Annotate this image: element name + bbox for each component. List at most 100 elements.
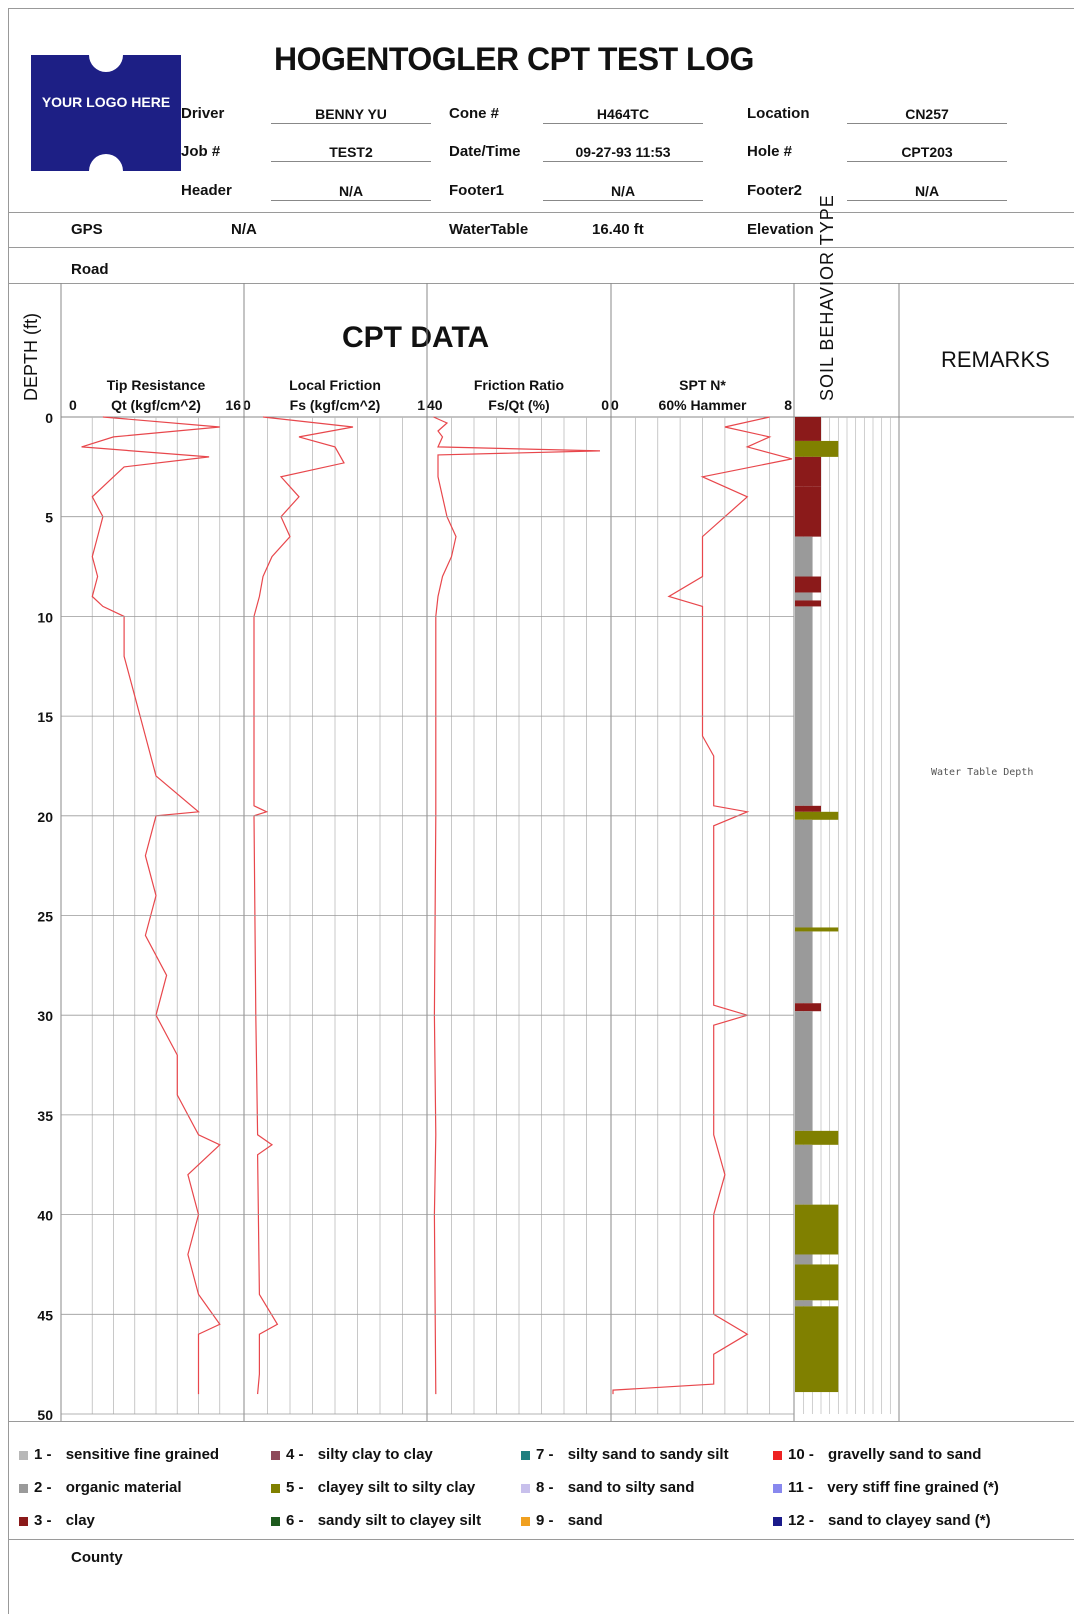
legend-item-7: 7 - silty sand to sandy silt <box>521 1446 729 1463</box>
county-label: County <box>71 1549 123 1566</box>
legend-number: 4 - <box>286 1446 308 1463</box>
legend-number: 10 - <box>788 1446 819 1463</box>
sbt-band-10 <box>795 811 839 820</box>
header-value-0-0: BENNY YU <box>271 105 431 124</box>
legend-label: sand to clayey sand (*) <box>828 1512 991 1529</box>
legend-number: 9 - <box>536 1512 558 1529</box>
legend-swatch <box>521 1516 530 1526</box>
track-3-units: 60% Hammer <box>658 397 747 413</box>
sbt-band-6 <box>795 592 813 601</box>
sbt-band-2 <box>795 456 821 487</box>
legend-label: sandy silt to clayey silt <box>317 1512 482 1529</box>
legend-label: gravelly sand to sand <box>828 1446 982 1463</box>
sbt-band-16 <box>795 1130 839 1145</box>
header-label-1-0: Job # <box>181 143 221 160</box>
header-label-1-1: Date/Time <box>449 143 521 160</box>
track-2-trace <box>433 416 601 1395</box>
legend-swatch <box>521 1483 530 1493</box>
legend-label: sand to silty sand <box>567 1479 695 1496</box>
cpt-data-title: CPT DATA <box>342 321 490 354</box>
sbt-band-4 <box>795 536 813 577</box>
track-1-trace <box>253 416 354 1395</box>
legend-label: clayey silt to silty clay <box>317 1479 476 1496</box>
header-label-2-1: Footer1 <box>449 182 505 199</box>
legend-item-6: 6 - sandy silt to clayey silt <box>271 1512 481 1529</box>
elevation-label: Elevation <box>747 221 814 238</box>
legend-number: 3 - <box>34 1512 56 1529</box>
legend-swatch <box>773 1516 782 1526</box>
remarks-label: REMARKS <box>941 347 1050 372</box>
header-label-1-2: Hole # <box>747 143 793 160</box>
sbt-band-11 <box>795 819 813 928</box>
depth-tick-35: 35 <box>37 1108 53 1124</box>
track-0-xmax: 16 <box>225 397 241 413</box>
track-1-xmax: 1 <box>417 397 425 413</box>
page-title: HOGENTOGLER CPT TEST LOG <box>274 41 754 77</box>
sbt-band-15 <box>795 1011 813 1131</box>
legend-item-10: 10 - gravelly sand to sand <box>773 1446 981 1463</box>
track-2-title: Friction Ratio <box>473 377 565 393</box>
watertable-value: 16.40 ft <box>592 221 644 238</box>
track-3-xmax: 8 <box>784 397 792 413</box>
header-value-2-0: N/A <box>271 182 431 201</box>
legend-label: sensitive fine grained <box>65 1446 220 1463</box>
gps-label: GPS <box>71 221 103 238</box>
legend-item-9: 9 - sand <box>521 1512 603 1529</box>
header-label-2-2: Footer2 <box>747 182 803 199</box>
logo-text: YOUR LOGO HERE <box>42 94 170 110</box>
legend-label: silty sand to sandy silt <box>567 1446 729 1463</box>
sbt-band-7 <box>795 600 821 607</box>
depth-tick-30: 30 <box>37 1008 53 1024</box>
legend-label: sand <box>567 1512 603 1529</box>
legend-item-1: 1 - sensitive fine grained <box>19 1446 219 1463</box>
depth-tick-15: 15 <box>37 709 53 725</box>
legend-number: 1 - <box>34 1446 56 1463</box>
legend-label: organic material <box>65 1479 182 1496</box>
header-label-0-2: Location <box>747 105 810 122</box>
track-0-units: Qt (kgf/cm^2) <box>111 397 201 413</box>
sbt-band-19 <box>795 1254 813 1265</box>
legend-swatch <box>271 1516 280 1526</box>
road-label: Road <box>71 261 109 278</box>
depth-tick-10: 10 <box>37 609 53 625</box>
sbt-band-13 <box>795 931 813 1004</box>
track-0-trace <box>81 416 221 1395</box>
legend-number: 8 - <box>536 1479 558 1496</box>
track-3-title: SPT N* <box>679 377 726 393</box>
sbt-band-5 <box>795 576 821 593</box>
sbt-band-1 <box>795 440 839 457</box>
header-value-0-2: CN257 <box>847 105 1007 124</box>
cpt-log-page: YOUR LOGO HERE HOGENTOGLER CPT TEST LOG … <box>8 8 1074 1614</box>
legend-number: 12 - <box>788 1512 819 1529</box>
sbt-band-18 <box>795 1204 839 1255</box>
legend-swatch <box>19 1450 28 1460</box>
depth-tick-40: 40 <box>37 1208 53 1224</box>
legend-label: clay <box>65 1512 95 1529</box>
header-value-2-1: N/A <box>543 182 703 201</box>
depth-tick-50: 50 <box>37 1407 53 1423</box>
legend-swatch <box>271 1483 280 1493</box>
track-2-xmax: 0 <box>601 397 609 413</box>
legend-item-12: 12 - sand to clayey sand (*) <box>773 1512 991 1529</box>
legend-item-11: 11 - very stiff fine grained (*) <box>773 1479 999 1496</box>
legend-number: 11 - <box>788 1479 818 1496</box>
sbt-band-21 <box>795 1300 813 1307</box>
sbt-band-14 <box>795 1003 821 1012</box>
header-value-2-2: N/A <box>847 182 1007 201</box>
track-0-xmin: 0 <box>69 397 77 413</box>
watertable-label: WaterTable <box>449 221 529 238</box>
depth-tick-45: 45 <box>37 1307 53 1323</box>
track-1-title: Local Friction <box>289 377 381 393</box>
depth-tick-5: 5 <box>45 510 53 526</box>
sbt-band-9 <box>795 805 821 812</box>
header-label-0-1: Cone # <box>449 105 500 122</box>
sbt-band-17 <box>795 1144 813 1205</box>
depth-tick-25: 25 <box>37 909 53 925</box>
track-2-xmin: 40 <box>427 397 443 413</box>
header-label-0-0: Driver <box>181 105 225 122</box>
legend-swatch <box>19 1516 28 1526</box>
legend-label: silty clay to clay <box>317 1446 433 1463</box>
sbt-band-8 <box>795 606 813 806</box>
header-value-1-1: 09-27-93 11:53 <box>543 143 703 162</box>
